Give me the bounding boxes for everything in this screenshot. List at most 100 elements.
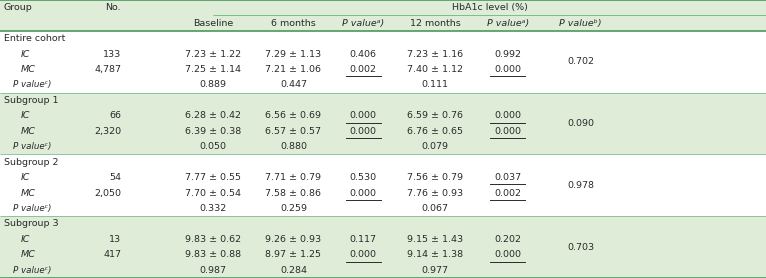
Text: 0.000: 0.000 — [349, 250, 377, 259]
Text: MC: MC — [21, 250, 35, 259]
Bar — [0, 123, 766, 139]
Text: 7.25 ± 1.14: 7.25 ± 1.14 — [185, 65, 241, 74]
Bar — [0, 77, 766, 93]
Text: 66: 66 — [109, 111, 121, 120]
Text: 9.83 ± 0.88: 9.83 ± 0.88 — [185, 250, 241, 259]
Text: HbA1c level (%): HbA1c level (%) — [451, 3, 528, 12]
Bar — [0, 155, 766, 170]
Text: MC: MC — [21, 127, 35, 136]
Text: 0.284: 0.284 — [280, 266, 307, 275]
Text: MC: MC — [21, 188, 35, 198]
Text: 9.26 ± 0.93: 9.26 ± 0.93 — [265, 235, 322, 244]
Text: 0.259: 0.259 — [280, 204, 307, 213]
Text: 0.880: 0.880 — [280, 142, 307, 151]
Text: 2,320: 2,320 — [94, 127, 121, 136]
Text: IC: IC — [21, 111, 30, 120]
Text: 0.111: 0.111 — [421, 80, 449, 90]
Bar — [0, 185, 766, 201]
Text: P valueᵇ): P valueᵇ) — [559, 19, 602, 28]
Text: 7.21 ± 1.06: 7.21 ± 1.06 — [265, 65, 322, 74]
Bar — [0, 201, 766, 216]
Text: 133: 133 — [103, 49, 121, 59]
Bar — [0, 31, 766, 46]
Text: 417: 417 — [103, 250, 121, 259]
Text: 7.23 ± 1.22: 7.23 ± 1.22 — [185, 49, 241, 59]
Text: Group: Group — [4, 3, 33, 12]
Text: Entire cohort: Entire cohort — [4, 34, 65, 43]
Text: 4,787: 4,787 — [94, 65, 121, 74]
Text: P valueᶜ): P valueᶜ) — [13, 266, 51, 275]
Text: 9.83 ± 0.62: 9.83 ± 0.62 — [185, 235, 241, 244]
Bar — [0, 62, 766, 77]
Text: Subgroup 2: Subgroup 2 — [4, 158, 58, 167]
Text: 7.23 ± 1.16: 7.23 ± 1.16 — [407, 49, 463, 59]
Text: 6.28 ± 0.42: 6.28 ± 0.42 — [185, 111, 241, 120]
Bar — [0, 93, 766, 108]
Text: 0.000: 0.000 — [494, 250, 522, 259]
Text: 7.56 ± 0.79: 7.56 ± 0.79 — [407, 173, 463, 182]
Text: 0.002: 0.002 — [349, 65, 377, 74]
Text: IC: IC — [21, 173, 30, 182]
Text: 0.000: 0.000 — [349, 188, 377, 198]
Text: 0.090: 0.090 — [567, 119, 594, 128]
Bar — [0, 170, 766, 185]
Text: 0.992: 0.992 — [494, 49, 522, 59]
Text: IC: IC — [21, 235, 30, 244]
Text: 0.000: 0.000 — [349, 111, 377, 120]
Text: 6.76 ± 0.65: 6.76 ± 0.65 — [407, 127, 463, 136]
Text: 6 months: 6 months — [271, 19, 316, 28]
Text: 7.77 ± 0.55: 7.77 ± 0.55 — [185, 173, 241, 182]
Text: 7.40 ± 1.12: 7.40 ± 1.12 — [407, 65, 463, 74]
Text: 0.978: 0.978 — [567, 181, 594, 190]
Text: 0.703: 0.703 — [567, 243, 594, 252]
Text: 0.530: 0.530 — [349, 173, 377, 182]
Bar — [0, 232, 766, 247]
Text: Subgroup 3: Subgroup 3 — [4, 219, 58, 229]
Text: 0.002: 0.002 — [494, 188, 522, 198]
Text: 0.000: 0.000 — [494, 127, 522, 136]
Text: No.: No. — [106, 3, 121, 12]
Text: P valueᶜ): P valueᶜ) — [13, 142, 51, 151]
Text: 2,050: 2,050 — [94, 188, 121, 198]
Text: 12 months: 12 months — [410, 19, 460, 28]
Text: 7.58 ± 0.86: 7.58 ± 0.86 — [265, 188, 322, 198]
Text: 0.977: 0.977 — [421, 266, 449, 275]
Text: P valueᵃ): P valueᵃ) — [486, 19, 529, 28]
Text: IC: IC — [21, 49, 30, 59]
Text: 0.332: 0.332 — [199, 204, 227, 213]
Text: Subgroup 1: Subgroup 1 — [4, 96, 58, 105]
Text: 0.000: 0.000 — [494, 65, 522, 74]
Bar — [0, 262, 766, 278]
Text: P valueᵃ): P valueᵃ) — [342, 19, 385, 28]
Bar — [0, 139, 766, 155]
Text: 0.447: 0.447 — [280, 80, 307, 90]
Text: 0.067: 0.067 — [421, 204, 449, 213]
Text: 7.29 ± 1.13: 7.29 ± 1.13 — [265, 49, 322, 59]
Text: 7.71 ± 0.79: 7.71 ± 0.79 — [265, 173, 322, 182]
Text: 0.702: 0.702 — [567, 57, 594, 66]
Text: 8.97 ± 1.25: 8.97 ± 1.25 — [265, 250, 322, 259]
Text: 6.56 ± 0.69: 6.56 ± 0.69 — [265, 111, 322, 120]
Text: 0.050: 0.050 — [199, 142, 227, 151]
Text: Baseline: Baseline — [193, 19, 233, 28]
Text: 9.14 ± 1.38: 9.14 ± 1.38 — [407, 250, 463, 259]
Bar — [0, 46, 766, 62]
Text: P valueᶜ): P valueᶜ) — [13, 80, 51, 90]
Text: 0.406: 0.406 — [349, 49, 377, 59]
Text: 0.117: 0.117 — [349, 235, 377, 244]
Text: P valueᶜ): P valueᶜ) — [13, 204, 51, 213]
Text: 0.202: 0.202 — [494, 235, 522, 244]
Text: 6.59 ± 0.76: 6.59 ± 0.76 — [407, 111, 463, 120]
Text: MC: MC — [21, 65, 35, 74]
Text: 6.39 ± 0.38: 6.39 ± 0.38 — [185, 127, 241, 136]
Text: 13: 13 — [109, 235, 121, 244]
Text: 0.079: 0.079 — [421, 142, 449, 151]
Text: 9.15 ± 1.43: 9.15 ± 1.43 — [407, 235, 463, 244]
Text: 7.76 ± 0.93: 7.76 ± 0.93 — [407, 188, 463, 198]
Text: 0.987: 0.987 — [199, 266, 227, 275]
Bar — [0, 216, 766, 232]
Text: 6.57 ± 0.57: 6.57 ± 0.57 — [265, 127, 322, 136]
Text: 0.037: 0.037 — [494, 173, 522, 182]
Text: 54: 54 — [109, 173, 121, 182]
Text: 0.889: 0.889 — [199, 80, 227, 90]
